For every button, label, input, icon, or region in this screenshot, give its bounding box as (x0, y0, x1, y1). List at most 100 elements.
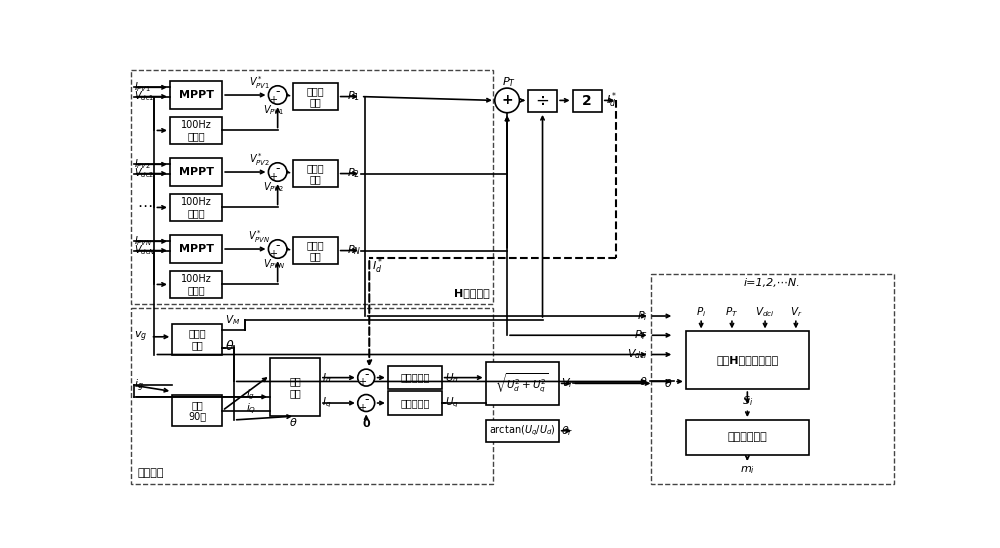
Bar (486, 362, 559, 404)
Text: $P_i$: $P_i$ (637, 309, 648, 323)
Text: $V_M$: $V_M$ (225, 313, 240, 327)
Text: $I_d$: $I_d$ (322, 370, 332, 385)
Text: $i_g$: $i_g$ (246, 387, 255, 402)
Text: H桥控制器: H桥控制器 (454, 288, 489, 298)
Text: $P_T$: $P_T$ (725, 305, 739, 319)
Circle shape (358, 395, 375, 412)
Text: 电流调节器: 电流调节器 (400, 398, 429, 408)
Text: $I_q$: $I_q$ (322, 396, 332, 410)
Text: $V_{dc1}$: $V_{dc1}$ (134, 90, 154, 104)
Text: $U_d$: $U_d$ (445, 370, 459, 385)
Text: $v_g$: $v_g$ (134, 329, 147, 344)
Text: MPPT: MPPT (179, 90, 214, 100)
Bar (170, 193, 222, 221)
Bar (651, 273, 894, 484)
Text: 坐标
变换: 坐标 变换 (289, 376, 301, 398)
Text: +: + (269, 172, 277, 182)
Text: $\arctan(U_q/U_d)$: $\arctan(U_q/U_d)$ (489, 424, 556, 438)
Bar (486, 420, 559, 442)
Text: 滞后
90度: 滞后 90度 (188, 400, 206, 421)
Text: $V_r$: $V_r$ (790, 305, 802, 319)
Text: -: - (364, 393, 368, 406)
Text: $\sqrt{U_d^2+U_q^2}$: $\sqrt{U_d^2+U_q^2}$ (495, 372, 549, 395)
Bar (172, 324, 222, 355)
Text: MPPT: MPPT (179, 244, 214, 254)
Text: $P_1$: $P_1$ (347, 90, 360, 104)
Text: $\theta_r$: $\theta_r$ (561, 424, 573, 438)
Bar (170, 117, 222, 144)
Text: $V_{PV1}^*$: $V_{PV1}^*$ (249, 75, 270, 91)
Text: $m_i$: $m_i$ (740, 464, 755, 476)
Text: +: + (269, 249, 277, 259)
Text: 主控制器: 主控制器 (138, 467, 164, 478)
Text: $I_d^*$: $I_d^*$ (372, 256, 384, 276)
Text: $\theta$: $\theta$ (639, 375, 648, 387)
Bar (388, 366, 442, 389)
Text: -: - (275, 85, 280, 98)
Text: -: - (364, 368, 368, 381)
Text: $V_{PV2}^*$: $V_{PV2}^*$ (249, 151, 270, 168)
Text: $V_r$: $V_r$ (561, 376, 574, 390)
Text: $V_{dci}$: $V_{dci}$ (627, 347, 648, 362)
Circle shape (268, 240, 287, 258)
Bar (131, 309, 493, 484)
Text: 电压调
节器: 电压调 节器 (307, 163, 324, 184)
Text: $\theta$: $\theta$ (225, 339, 235, 353)
Text: $V_{PVN}^*$: $V_{PVN}^*$ (248, 229, 270, 245)
Bar (131, 70, 493, 305)
Text: +: + (501, 93, 513, 107)
Text: +: + (358, 403, 366, 413)
Bar (170, 271, 222, 298)
Text: $V_{dci}$: $V_{dci}$ (755, 305, 775, 319)
Text: -: - (275, 239, 280, 252)
Text: 0: 0 (362, 419, 370, 429)
Bar (293, 159, 338, 187)
Text: 2: 2 (582, 94, 592, 108)
Circle shape (268, 163, 287, 181)
Text: $I_{PV2}$: $I_{PV2}$ (134, 157, 151, 171)
Text: 数字锁
相环: 数字锁 相环 (188, 328, 206, 350)
Text: +: + (269, 95, 277, 105)
Bar (293, 237, 338, 265)
Text: 电压调
节器: 电压调 节器 (307, 85, 324, 107)
Circle shape (268, 86, 287, 104)
Bar (686, 420, 809, 455)
Text: $i_g$: $i_g$ (134, 377, 143, 393)
Text: $I_d^*$: $I_d^*$ (606, 90, 617, 110)
Text: $P_2$: $P_2$ (347, 167, 360, 180)
Text: i=1,2,⋯N.: i=1,2,⋯N. (744, 278, 801, 288)
Text: 谐波补偿策略: 谐波补偿策略 (727, 432, 767, 442)
Text: 计算H桥单元调制度: 计算H桥单元调制度 (716, 355, 778, 366)
Bar (573, 90, 602, 112)
Text: $P_T$: $P_T$ (502, 75, 516, 89)
Text: $U_q$: $U_q$ (445, 396, 459, 410)
Circle shape (358, 369, 375, 386)
Bar (528, 90, 557, 112)
Text: 电压调
节器: 电压调 节器 (307, 240, 324, 261)
Bar (270, 358, 320, 416)
Text: $P_i$: $P_i$ (696, 305, 706, 319)
Bar (388, 391, 442, 415)
Text: $V_{dcN}$: $V_{dcN}$ (134, 244, 155, 258)
Text: -: - (275, 162, 280, 175)
Text: $\theta$: $\theta$ (289, 416, 298, 429)
Text: $V_{PVN}$: $V_{PVN}$ (263, 258, 285, 271)
Text: 100Hz
陷波器: 100Hz 陷波器 (181, 273, 211, 295)
Circle shape (495, 88, 519, 113)
Text: $\theta$: $\theta$ (664, 377, 673, 389)
Text: ÷: ÷ (536, 92, 549, 110)
Text: $I_{PVN}$: $I_{PVN}$ (134, 235, 152, 248)
Bar (170, 81, 222, 109)
Text: ⋯: ⋯ (137, 199, 152, 214)
Text: $V_{PV2}$: $V_{PV2}$ (263, 180, 284, 195)
Bar (686, 332, 809, 389)
Text: +: + (358, 377, 366, 387)
Text: MPPT: MPPT (179, 167, 214, 177)
Text: 100Hz
陷波器: 100Hz 陷波器 (181, 197, 211, 218)
Bar (170, 235, 222, 263)
Text: $V_{dc2}$: $V_{dc2}$ (134, 167, 154, 180)
Bar (170, 158, 222, 186)
Text: $i_Q$: $i_Q$ (246, 402, 256, 416)
Text: 电流调节器: 电流调节器 (400, 373, 429, 383)
Bar (293, 83, 338, 110)
